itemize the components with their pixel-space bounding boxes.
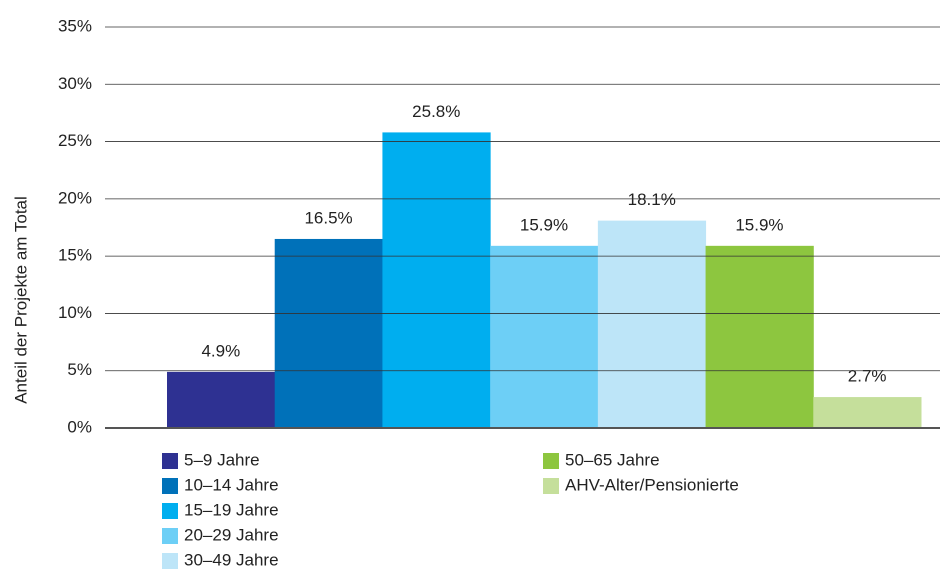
y-tick-label: 30% — [58, 74, 92, 93]
y-tick-label: 5% — [67, 360, 92, 379]
y-axis-label: Anteil der Projekte am Total — [11, 196, 30, 404]
legend-label: 15–19 Jahre — [184, 500, 279, 519]
value-label: 15.9% — [735, 215, 783, 234]
y-tick-label: 15% — [58, 246, 92, 265]
legend-swatch — [162, 478, 178, 494]
legend-label: 5–9 Jahre — [184, 450, 260, 469]
value-label: 2.7% — [848, 367, 887, 386]
bar — [705, 245, 814, 428]
y-tick-label: 0% — [67, 417, 92, 436]
legend-swatch — [162, 528, 178, 544]
bar — [167, 371, 276, 428]
y-tick-label: 35% — [58, 16, 92, 35]
y-tick-label: 25% — [58, 131, 92, 150]
legend-swatch — [543, 453, 559, 469]
legend-label: 10–14 Jahre — [184, 475, 279, 494]
bar — [813, 397, 922, 428]
value-label: 16.5% — [304, 208, 352, 227]
bar — [382, 132, 491, 429]
legend-swatch — [543, 478, 559, 494]
legend-label: 30–49 Jahre — [184, 550, 279, 569]
bar — [490, 245, 599, 428]
value-label: 4.9% — [201, 341, 240, 360]
y-tick-label: 10% — [58, 303, 92, 322]
bar — [274, 238, 383, 428]
legend-swatch — [162, 453, 178, 469]
legend-label: AHV-Alter/Pensionierte — [565, 475, 739, 494]
legend-swatch — [162, 553, 178, 569]
legend-label: 50–65 Jahre — [565, 450, 660, 469]
legend-label: 20–29 Jahre — [184, 525, 279, 544]
legend-swatch — [162, 503, 178, 519]
bar — [597, 220, 707, 428]
value-label: 25.8% — [412, 102, 460, 121]
y-tick-label: 20% — [58, 188, 92, 207]
value-label: 18.1% — [628, 190, 676, 209]
value-label: 15.9% — [520, 215, 568, 234]
